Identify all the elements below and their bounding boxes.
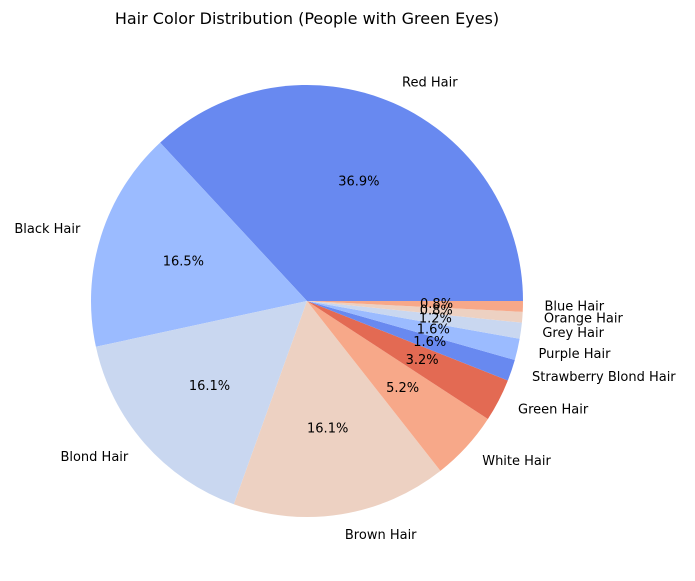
- pie-label-black-hair: Black Hair: [14, 222, 81, 237]
- pie-percent-black-hair: 16.5%: [163, 255, 204, 270]
- pie-label-green-hair: Green Hair: [518, 403, 589, 418]
- category-labels: Red Hair Black Hair Blond Hair Brown Hair Wh…: [14, 76, 676, 543]
- pie-percent-strawberry-blond-hair: 1.6%: [413, 335, 446, 350]
- pie-slices: [91, 84, 523, 517]
- pie-percent-grey-hair: 1.2%: [419, 311, 452, 326]
- pie-label-blue-hair: Blue Hair: [545, 299, 605, 314]
- pie-percent-brown-hair: 16.1%: [307, 421, 348, 436]
- pie-label-strawberry-blond-hair: Strawberry Blond Hair: [532, 370, 676, 385]
- pie-percent-blond-hair: 16.1%: [189, 379, 230, 394]
- pie-percent-green-hair: 3.2%: [406, 353, 439, 368]
- pie-slice-orange-hair: [307, 301, 523, 323]
- pie-percent-white-hair: 5.2%: [386, 381, 419, 396]
- pie-slice-grey-hair: [307, 301, 522, 339]
- pie-percent-purple-hair: 1.6%: [417, 323, 450, 338]
- pie-slice-black-hair: [91, 142, 307, 347]
- pie-slice-blue-hair: [307, 301, 523, 312]
- pie-label-red-hair: Red Hair: [402, 76, 458, 91]
- pie-slice-brown-hair: [233, 301, 441, 517]
- pie-label-orange-hair: Orange Hair: [544, 311, 624, 326]
- pie-percent-red-hair: 36.9%: [338, 175, 379, 190]
- pie-slice-blond-hair: [95, 301, 307, 505]
- percent-labels: 36.9%16.5%16.1%16.1%5.2%3.2%1.6%1.6%1.2%…: [163, 175, 453, 437]
- pie-label-brown-hair: Brown Hair: [345, 528, 417, 543]
- pie-slice-red-hair: [160, 84, 523, 301]
- pie-label-blond-hair: Blond Hair: [60, 450, 128, 465]
- pie-slice-green-hair: [307, 301, 508, 420]
- pie-label-purple-hair: Purple Hair: [539, 347, 612, 362]
- pie-slice-strawberry-blond-hair: [307, 301, 515, 381]
- pie-slice-purple-hair: [307, 301, 520, 360]
- pie-percent-orange-hair: 0.8%: [420, 303, 453, 318]
- pie-percent-blue-hair: 0.8%: [420, 297, 453, 312]
- pie-label-white-hair: White Hair: [482, 454, 551, 469]
- chart-title: Hair Color Distribution (People with Gre…: [115, 9, 499, 28]
- pie-label-grey-hair: Grey Hair: [542, 326, 604, 341]
- pie-slice-white-hair: [307, 301, 488, 471]
